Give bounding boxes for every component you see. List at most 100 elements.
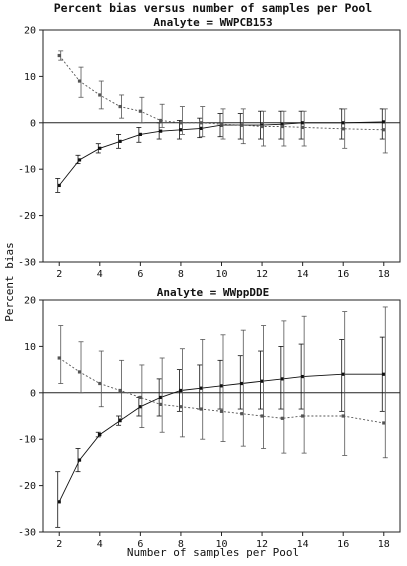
solid-series-point [159, 395, 163, 400]
solid-series-point [179, 388, 183, 393]
x-tick-label: 10 [215, 539, 227, 550]
dotted-series-point [280, 416, 284, 420]
dotted-series-point [240, 412, 244, 416]
plot-frame [42, 29, 401, 263]
dotted-series-point [138, 109, 142, 113]
solid-series-point [301, 374, 305, 379]
x-tick-label: 6 [137, 539, 143, 550]
solid-series-point [260, 379, 264, 383]
x-tick-label: 8 [178, 539, 184, 550]
figure-title: Percent bias versus number of samples pe… [54, 1, 373, 15]
dotted-series-point [280, 124, 284, 129]
solid-series-point [341, 372, 345, 376]
solid-series-point [138, 405, 142, 409]
dotted-series-point [138, 395, 142, 400]
y-tick-label: -20 [18, 211, 36, 222]
x-tick-label: 18 [378, 269, 390, 280]
dotted-series-point [77, 79, 82, 83]
dotted-series-point [199, 407, 203, 411]
dotted-series-point [240, 123, 244, 127]
dotted-series-point [382, 128, 386, 132]
solid-series-point [98, 432, 102, 437]
dotted-series-point [301, 414, 305, 418]
dotted-series-point [219, 409, 224, 413]
dotted-series-point [199, 121, 203, 125]
x-tick-label: 12 [256, 539, 268, 550]
y-tick-label: -20 [18, 481, 36, 492]
solid-series-point [280, 122, 284, 126]
dotted-series-point [77, 370, 82, 374]
x-tick-label: 2 [56, 539, 62, 550]
dotted-series-line [58, 357, 384, 424]
dotted-series-point [118, 388, 122, 393]
dotted-series-point [179, 121, 183, 125]
x-tick-label: 14 [297, 539, 309, 550]
panel-1: 20 10 0 -10 -20 -30 2 4 6 8 10 12 14 16 18 [18, 26, 401, 280]
dotted-series-point [260, 414, 264, 418]
dotted-series-point [98, 93, 102, 97]
solid-series-line [58, 373, 384, 502]
solid-series-point [219, 384, 224, 388]
solid-series-line [58, 121, 384, 186]
solid-series-point [77, 458, 82, 462]
y-tick-label: -10 [18, 435, 36, 446]
panel-2-subtitle: Analyte = WWppDDE [157, 286, 270, 299]
dotted-series-point [159, 402, 163, 406]
solid-series-point [138, 132, 142, 136]
panel-1-subtitle: Analyte = WWPCB153 [153, 16, 272, 29]
panel-2: 20 10 0 -10 -20 -30 2 4 6 8 10 12 14 16 18 [18, 296, 401, 550]
x-tick-label: 18 [378, 539, 390, 550]
dotted-series-point [159, 118, 163, 123]
dotted-series-line [58, 55, 384, 131]
x-tick-label: 14 [297, 269, 309, 280]
dotted-series-point [382, 421, 386, 425]
y-tick-label: 20 [24, 296, 36, 307]
dotted-series-point [98, 381, 102, 386]
dotted-series-point [301, 125, 305, 130]
x-tick-label: 2 [56, 269, 62, 280]
x-tick-label: 16 [337, 269, 349, 280]
y-tick-label: 20 [24, 26, 36, 37]
solid-series-point [57, 500, 61, 504]
y-tick-label: 0 [30, 388, 36, 399]
y-tick-label: -30 [18, 528, 36, 539]
dotted-series-point [57, 356, 61, 360]
dotted-series-point [179, 405, 183, 409]
solid-series-point [98, 146, 102, 150]
x-tick-label: 10 [215, 269, 227, 280]
dotted-series-point [260, 124, 264, 129]
y-tick-label: 10 [24, 342, 36, 353]
solid-series-point [382, 120, 386, 124]
solid-series-point [77, 158, 82, 162]
x-tick-label: 4 [97, 269, 103, 280]
y-axis-label: Percent bias [3, 242, 16, 321]
x-tick-label: 4 [97, 539, 103, 550]
y-tick-label: 10 [24, 72, 36, 83]
solid-series-point [240, 381, 244, 386]
solid-series-point [341, 121, 345, 125]
solid-series-point [118, 419, 122, 423]
x-tick-label: 12 [256, 269, 268, 280]
y-tick-label: -30 [18, 258, 36, 269]
solid-series-point [179, 128, 183, 132]
x-tick-label: 6 [137, 269, 143, 280]
solid-series-point [199, 386, 203, 390]
dotted-series-point [57, 53, 61, 58]
y-tick-label: 0 [30, 118, 36, 129]
x-axis-label: Number of samples per Pool [127, 546, 299, 559]
solid-series-point [382, 372, 386, 376]
y-tick-label: -10 [18, 165, 36, 176]
dotted-series-point [341, 127, 345, 131]
dotted-series-point [341, 414, 345, 418]
solid-series-point [301, 121, 305, 125]
solid-series-point [199, 126, 203, 130]
dotted-series-point [219, 122, 224, 126]
x-tick-label: 16 [337, 539, 349, 550]
x-tick-label: 8 [178, 269, 184, 280]
solid-series-point [280, 377, 284, 381]
dotted-series-point [118, 104, 122, 109]
solid-series-point [57, 183, 61, 188]
solid-series-point [118, 139, 122, 143]
solid-series-point [159, 129, 163, 133]
